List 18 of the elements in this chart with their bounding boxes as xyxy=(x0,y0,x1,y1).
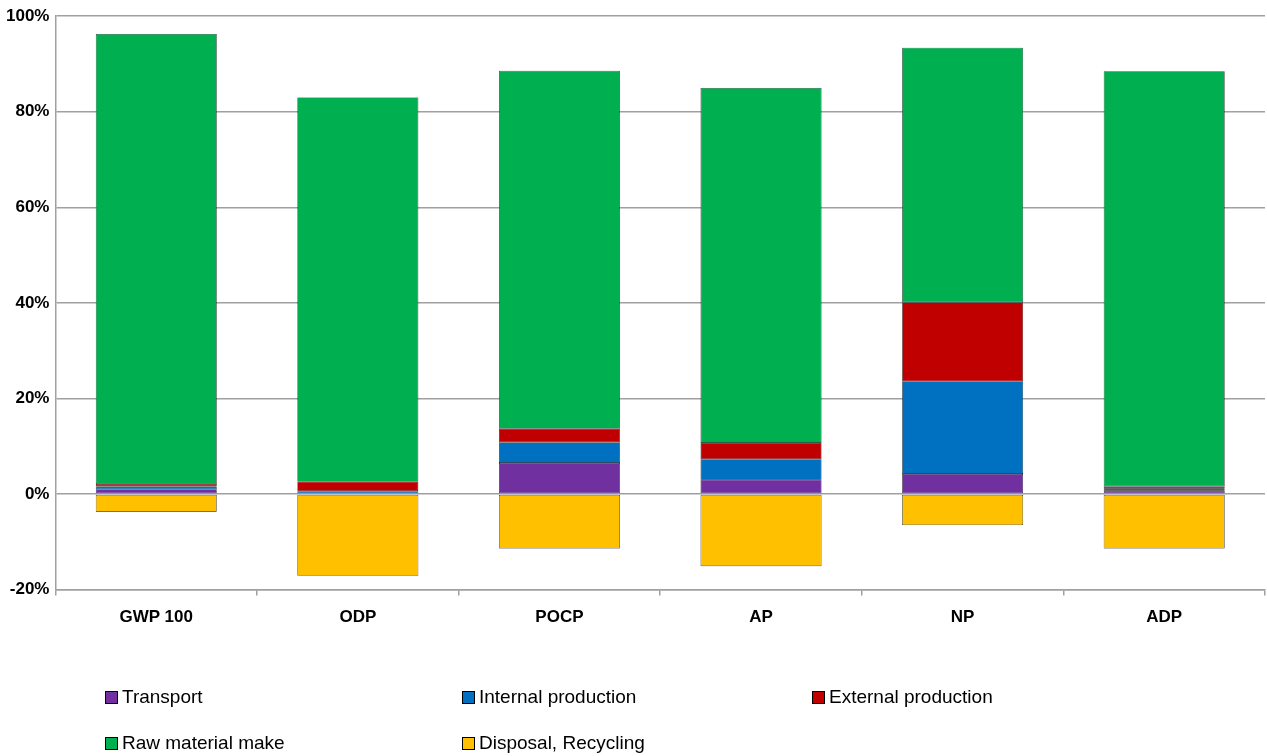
y-tick-label: 100% xyxy=(6,5,50,25)
x-tick-label: POCP xyxy=(535,607,584,627)
legend-label: Transport xyxy=(122,686,203,708)
y-tick-label: 40% xyxy=(15,292,50,312)
x-tick-label: ODP xyxy=(339,607,377,627)
legend-label: Disposal, Recycling xyxy=(479,732,645,754)
x-tick-label: AP xyxy=(749,607,773,627)
y-tick-label: 20% xyxy=(15,388,50,408)
legend-label: External production xyxy=(829,686,993,708)
y-tick-label: 80% xyxy=(15,101,50,121)
y-tick-label: -20% xyxy=(9,579,50,599)
y-tick-label: 60% xyxy=(15,197,50,217)
x-tick-label: ADP xyxy=(1146,607,1183,627)
legend-label: Internal production xyxy=(479,686,637,708)
x-tick-label: NP xyxy=(950,607,975,627)
x-tick-label: GWP 100 xyxy=(119,607,193,627)
y-tick-label: 0% xyxy=(24,483,50,503)
legend-label: Raw material make xyxy=(122,732,285,754)
